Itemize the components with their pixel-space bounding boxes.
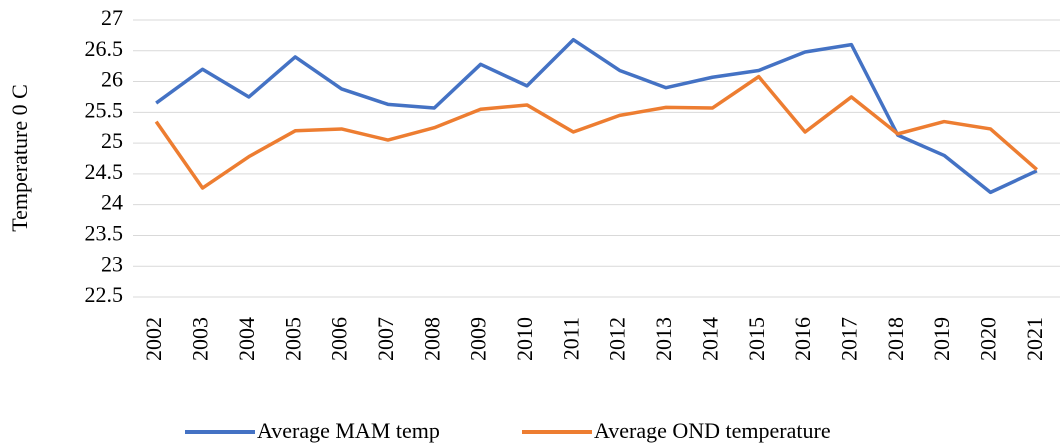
y-tick-label: 25 xyxy=(101,128,123,153)
y-axis-label: Temperature 0 C xyxy=(7,84,32,232)
x-tick-label: 2021 xyxy=(1022,317,1047,361)
y-tick-label: 26 xyxy=(101,67,123,92)
y-tick-label: 23 xyxy=(101,251,123,276)
line-series xyxy=(155,37,1038,195)
x-tick-label: 2018 xyxy=(883,317,908,361)
x-tick-label: 2002 xyxy=(141,317,166,361)
x-tick-label: 2009 xyxy=(466,317,491,361)
legend-label: Average MAM temp xyxy=(257,418,440,443)
x-tick-label: 2003 xyxy=(188,317,213,361)
y-tick-label: 25.5 xyxy=(85,97,124,122)
x-tick-label: 2006 xyxy=(327,317,352,361)
x-tick-label: 2012 xyxy=(605,317,630,361)
x-tick-label: 2005 xyxy=(280,317,305,361)
x-tick-label: 2013 xyxy=(651,317,676,361)
y-tick-label: 24 xyxy=(101,190,123,215)
x-tick-label: 2019 xyxy=(929,317,954,361)
x-tick-label: 2004 xyxy=(234,317,259,361)
y-tick-label: 23.5 xyxy=(85,220,124,245)
y-tick-label: 24.5 xyxy=(85,159,124,184)
x-tick-label: 2008 xyxy=(419,317,444,361)
x-tick-label: 2015 xyxy=(744,317,769,361)
x-tick-label: 2016 xyxy=(790,317,815,361)
x-tick-label: 2014 xyxy=(697,317,722,361)
legend-label: Average OND temperature xyxy=(594,418,831,443)
x-tick-label: 2010 xyxy=(512,317,537,361)
x-tick-label: 2020 xyxy=(976,317,1001,361)
x-tick-label: 2011 xyxy=(558,317,583,360)
y-tick-label: 26.5 xyxy=(85,36,124,61)
y-tick-label: 22.5 xyxy=(85,282,124,307)
x-tick-label: 2007 xyxy=(373,317,398,361)
line-series xyxy=(154,74,1038,190)
y-tick-label: 27 xyxy=(101,5,123,30)
x-tick-label: 2017 xyxy=(836,317,861,361)
